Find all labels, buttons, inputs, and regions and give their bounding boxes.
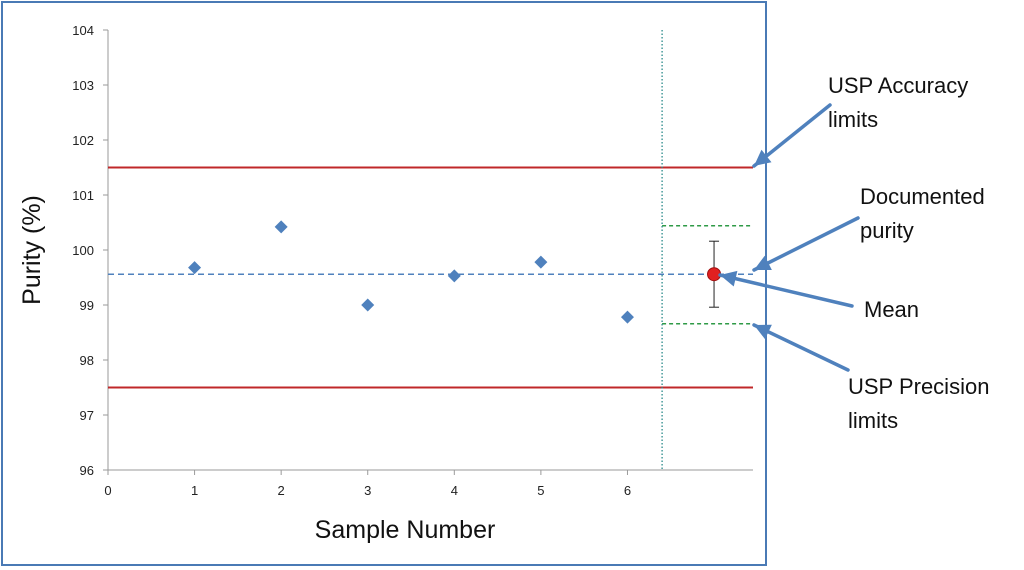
arrow-precision-shaft xyxy=(752,323,850,372)
y-tick-label: 102 xyxy=(72,133,94,148)
data-point xyxy=(274,220,288,234)
annotation-mean-line-1: Mean xyxy=(864,297,919,322)
annotation-documented: Documented purity xyxy=(860,184,991,243)
arrow-precision-head xyxy=(754,324,772,340)
arrow-documented-head xyxy=(754,255,772,270)
arrow-accuracy xyxy=(752,103,832,168)
mean-group xyxy=(707,240,722,308)
x-axis-title: Sample Number xyxy=(315,516,496,544)
annotation-accuracy-line-2: limits xyxy=(828,107,878,132)
data-point xyxy=(361,298,375,312)
arrow-documented xyxy=(752,216,860,272)
arrow-accuracy-shaft xyxy=(752,103,832,168)
annotation-documented-line-1: Documented xyxy=(860,184,985,209)
x-tick-label: 5 xyxy=(537,483,544,498)
annotation-accuracy-line-1: USP Accuracy xyxy=(828,73,968,98)
x-tick-label: 1 xyxy=(191,483,198,498)
x-tick-label: 6 xyxy=(624,483,631,498)
arrow-mean-head xyxy=(720,270,738,287)
arrow-mean-shaft xyxy=(718,273,854,308)
annotation-accuracy: USP Accuracy limits xyxy=(828,73,974,132)
arrow-accuracy-head xyxy=(754,149,772,166)
annotation-precision-line-1: USP Precision xyxy=(848,374,989,399)
annotation-precision-line-2: limits xyxy=(848,408,898,433)
y-tick-label: 101 xyxy=(72,188,94,203)
annotation-arrows xyxy=(718,103,860,372)
reference-lines xyxy=(108,30,753,470)
data-point xyxy=(188,261,202,275)
axes: 96 97 98 99 100 101 102 103 104 0 1 2 3 4 5 6 xyxy=(72,23,753,498)
x-tick-label: 3 xyxy=(364,483,371,498)
y-tick-label: 98 xyxy=(80,353,94,368)
y-tick-label: 100 xyxy=(72,243,94,258)
annotation-precision: USP Precision limits xyxy=(848,374,996,433)
arrow-documented-shaft xyxy=(752,216,860,272)
data-point xyxy=(620,310,634,324)
data-point xyxy=(534,255,548,269)
arrow-mean xyxy=(718,270,854,308)
y-tick-label: 99 xyxy=(80,298,94,313)
x-tick-label: 2 xyxy=(278,483,285,498)
arrow-precision xyxy=(752,323,850,372)
annotation-mean: Mean xyxy=(864,297,919,322)
x-tick-label: 4 xyxy=(451,483,458,498)
data-point xyxy=(447,269,461,283)
annotation-documented-line-2: purity xyxy=(860,218,914,243)
y-tick-label: 104 xyxy=(72,23,94,38)
y-tick-label: 103 xyxy=(72,78,94,93)
data-points xyxy=(188,220,634,324)
y-axis-title: Purity (%) xyxy=(18,195,46,305)
x-tick-label: 0 xyxy=(104,483,111,498)
y-tick-label: 96 xyxy=(80,463,94,478)
chart-frame xyxy=(1,1,767,566)
y-tick-label: 97 xyxy=(80,408,94,423)
